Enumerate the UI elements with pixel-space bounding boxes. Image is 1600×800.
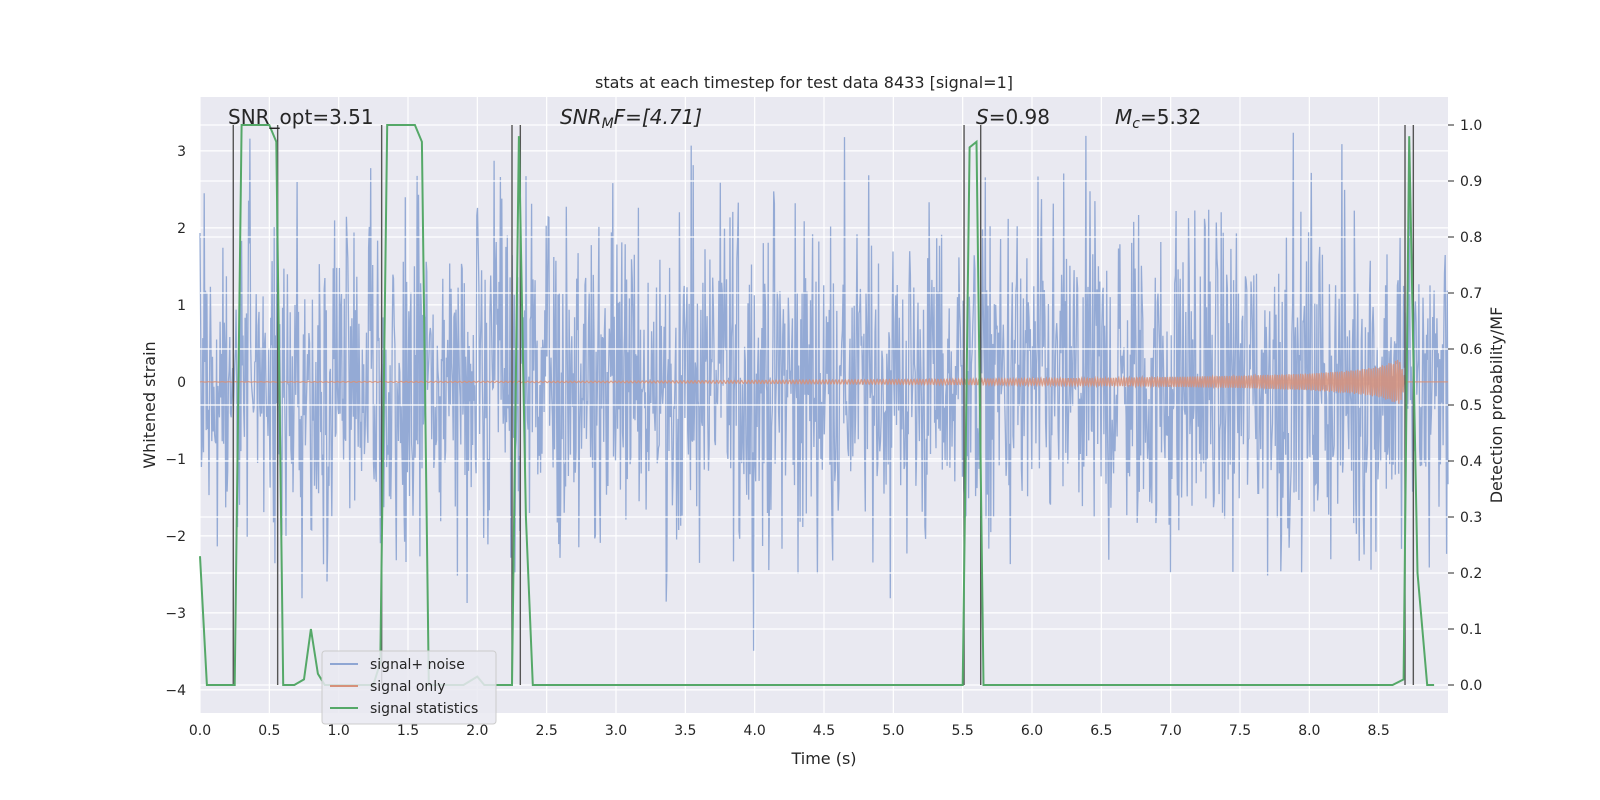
y2-tick-label: 1.0 — [1460, 118, 1482, 134]
series-signal-noise — [199, 132, 1449, 651]
signal-only-line — [199, 359, 1448, 404]
x-tick-label: 4.0 — [744, 723, 766, 739]
x-tick-label: 8.0 — [1298, 723, 1320, 739]
annotation-snr-opt: SNR_opt=3.51 — [228, 105, 374, 129]
y2-axis-ticks: 0.0 0.1 0.2 0.3 0.4 0.5 0.6 0.7 0.8 0.9 1.0 — [1448, 118, 1482, 694]
x-tick-label: 1.5 — [397, 723, 419, 739]
series-signal-only — [199, 359, 1448, 404]
x-tick-label: 7.0 — [1160, 723, 1182, 739]
y-tick-label: −1 — [165, 452, 186, 468]
y2-tick-label: 0.4 — [1460, 454, 1482, 470]
annotation-s-label: S — [976, 105, 989, 129]
x-tick-label: 0.5 — [258, 723, 280, 739]
x-tick-label: 0.0 — [189, 723, 211, 739]
x-tick-label: 2.0 — [466, 723, 488, 739]
y-tick-label: 0 — [177, 375, 186, 391]
x-tick-label: 5.0 — [882, 723, 904, 739]
legend: signal+ noise signal only signal statist… — [321, 650, 497, 725]
y-axis-ticks: −4 −3 −2 −1 0 1 2 3 — [165, 144, 186, 699]
x-axis-label: Time (s) — [790, 749, 856, 768]
annotation-mc-label: M — [1115, 105, 1132, 129]
x-tick-label: 7.5 — [1229, 723, 1251, 739]
x-tick-label: 3.5 — [674, 723, 696, 739]
x-axis-ticks: 0.0 0.5 1.0 1.5 2.0 2.5 3.0 3.5 4.0 4.5 5.0 5.5 6.0 6… — [189, 723, 1390, 739]
y-tick-label: 1 — [177, 298, 186, 314]
legend-label-signal-noise: signal+ noise — [370, 657, 465, 673]
x-tick-label: 1.0 — [328, 723, 350, 739]
y-tick-label: 2 — [177, 221, 186, 237]
legend-box — [321, 650, 497, 725]
annotation-mc-value: =5.32 — [1140, 105, 1201, 129]
x-tick-label: 8.5 — [1368, 723, 1390, 739]
annotation-mc: Mc=5.32 — [1115, 105, 1201, 132]
annotation-snr-mf-sub: M — [602, 116, 614, 132]
x-tick-label: 3.0 — [605, 723, 627, 739]
plot-area — [199, 97, 1449, 713]
y2-tick-label: 0.3 — [1460, 510, 1482, 526]
annotation-snr-mf-suffix: F=[4.71] — [614, 105, 702, 129]
annotation-mc-sub: c — [1132, 116, 1140, 132]
y2-tick-label: 0.0 — [1460, 678, 1482, 694]
y2-tick-label: 0.1 — [1460, 622, 1482, 638]
y2-axis-label: Detection probability/MF — [1487, 307, 1506, 504]
y2-tick-label: 0.2 — [1460, 566, 1482, 582]
y2-tick-label: 0.9 — [1460, 174, 1482, 190]
y-axis-label: Whitened strain — [140, 341, 159, 468]
x-tick-label: 4.5 — [813, 723, 835, 739]
y-tick-label: 3 — [177, 144, 186, 160]
annotation-snr-mf-prefix: SNR — [560, 105, 602, 129]
x-tick-label: 5.5 — [952, 723, 974, 739]
legend-label-signal-only: signal only — [370, 679, 445, 695]
noise-line — [199, 132, 1449, 651]
y2-tick-label: 0.8 — [1460, 230, 1482, 246]
y-tick-label: −4 — [165, 683, 186, 699]
annotations: SNR_opt=3.51 SNRMF=[4.71] S=0.98 Mc=5.32 — [228, 105, 1201, 132]
y2-tick-label: 0.6 — [1460, 342, 1482, 358]
y2-tick-label: 0.7 — [1460, 286, 1482, 302]
y2-tick-label: 0.5 — [1460, 398, 1482, 414]
chart-title: stats at each timestep for test data 843… — [595, 73, 1013, 92]
y-tick-label: −3 — [165, 606, 186, 622]
annotation-s-value: =0.98 — [989, 105, 1050, 129]
legend-label-signal-statistics: signal statistics — [370, 701, 478, 717]
y-tick-label: −2 — [165, 529, 186, 545]
x-tick-label: 6.5 — [1090, 723, 1112, 739]
annotation-s: S=0.98 — [976, 105, 1050, 129]
x-tick-label: 6.0 — [1021, 723, 1043, 739]
x-tick-label: 2.5 — [536, 723, 558, 739]
annotation-snr-mf: SNRMF=[4.71] — [560, 105, 702, 132]
